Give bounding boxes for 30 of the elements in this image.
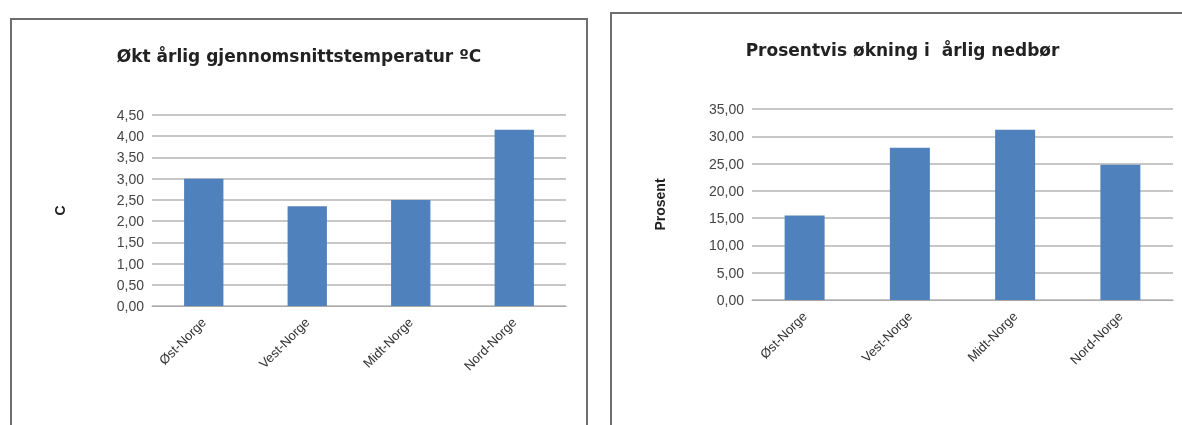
y-tick-label: 4,50: [116, 107, 145, 123]
y-axis-title: C: [52, 205, 68, 216]
y-tick-label: 2,50: [116, 191, 145, 208]
y-tick-label: 0,50: [116, 276, 145, 293]
bar: [287, 206, 327, 306]
y-tick-label: 4,00: [116, 128, 145, 145]
y-axis-title: Prosent: [652, 178, 668, 231]
bar: [1100, 164, 1141, 300]
y-tick-label: 3,50: [116, 149, 145, 166]
y-tick-label: 30,00: [708, 128, 745, 145]
chart-title: Prosentvis økning i årlig nedbør: [745, 38, 1060, 60]
y-tick-label: 20,00: [708, 182, 745, 199]
y-tick-label: 2,00: [116, 213, 145, 230]
y-tick-label: 25,00: [708, 155, 745, 172]
y-tick-label: 0,00: [116, 298, 145, 314]
y-tick-label: 1,50: [116, 234, 145, 251]
y-tick-label: 1,00: [116, 255, 145, 272]
chart-title: Økt årlig gjennomsnittstemperatur ºC: [116, 44, 482, 66]
bar: [995, 129, 1036, 300]
y-tick-label: 35,00: [708, 101, 745, 117]
bar: [391, 199, 431, 306]
bar: [184, 178, 224, 306]
y-tick-label: 15,00: [708, 210, 745, 227]
bar: [494, 129, 534, 306]
y-tick-label: 5,00: [716, 264, 745, 281]
bar: [889, 147, 930, 300]
y-tick-label: 3,00: [116, 170, 145, 187]
y-tick-label: 0,00: [716, 292, 745, 308]
y-tick-label: 10,00: [708, 237, 745, 254]
bar: [784, 215, 825, 300]
